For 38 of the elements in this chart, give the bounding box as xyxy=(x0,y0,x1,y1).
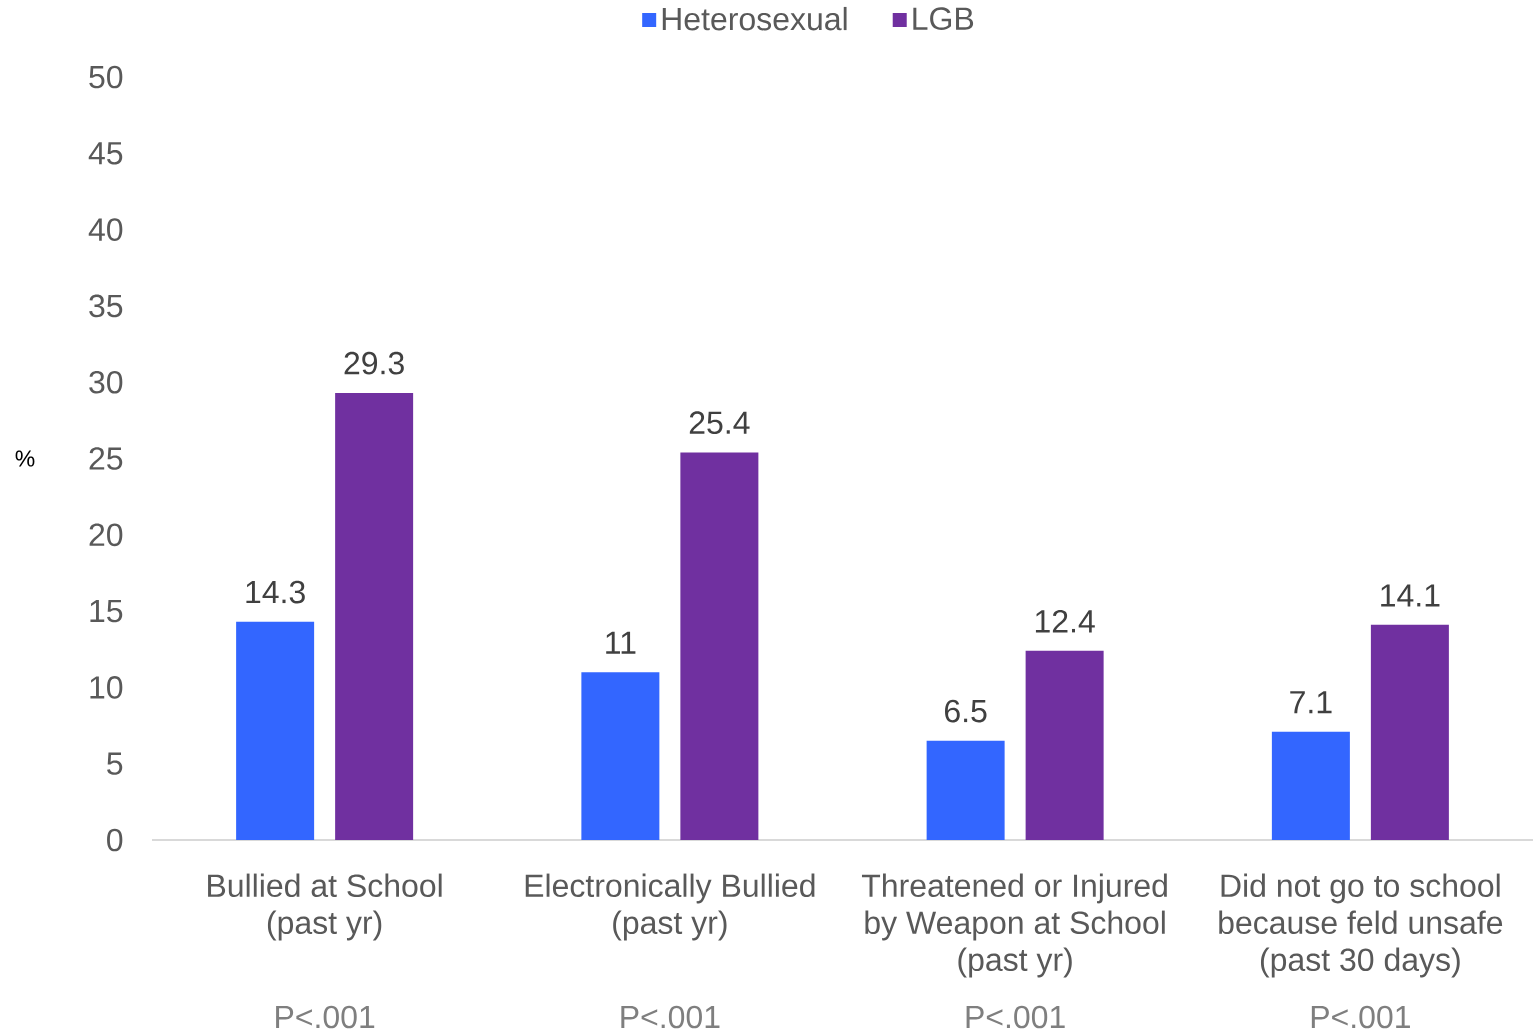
y-axis-title: % xyxy=(15,450,35,467)
x-tick-label: Bullied at School (past yr) xyxy=(208,873,442,941)
text: P<.001 xyxy=(621,1005,720,1029)
bar xyxy=(581,672,660,840)
y-tick-label: 20 xyxy=(89,523,123,547)
bar xyxy=(1025,650,1104,840)
bar xyxy=(236,621,315,840)
bar xyxy=(1271,731,1350,840)
data-label: 7.1 xyxy=(1290,691,1332,714)
text: P<.001 xyxy=(966,1005,1065,1029)
y-tick-label: 5 xyxy=(107,752,123,775)
data-label: 25.4 xyxy=(689,411,750,434)
x-tick-label: Did not go to school because feld unsafe (past 30 days) xyxy=(1219,873,1503,978)
y-tick-label: 15 xyxy=(90,599,123,623)
text: P<.001 xyxy=(1311,1005,1410,1029)
y-tick-label: 25 xyxy=(89,447,123,470)
y-tick-label: 40 xyxy=(88,218,123,241)
data-label: 14.1 xyxy=(1381,584,1440,607)
y-tick-label: 45 xyxy=(88,142,123,165)
data-label: 14.3 xyxy=(246,580,305,604)
y-tick-label: 30 xyxy=(89,370,123,394)
y-tick-label: 10 xyxy=(90,676,123,699)
bar xyxy=(1370,624,1449,840)
legend-label: LGB xyxy=(913,7,974,30)
y-tick-label: 0 xyxy=(107,828,123,852)
bar xyxy=(680,452,759,840)
legend-label: Heterosexual xyxy=(662,6,847,31)
data-label: 11 xyxy=(606,631,636,654)
data-label: 12.4 xyxy=(1035,610,1095,633)
x-tick-label: Threatened or Injured by Weapon at School (past yr) xyxy=(861,873,1167,978)
data-label: 29.3 xyxy=(344,351,404,375)
bar xyxy=(926,740,1005,840)
y-tick-label: 50 xyxy=(89,65,123,89)
y-tick-label: 35 xyxy=(89,294,123,318)
text: P<.001 xyxy=(276,1005,375,1029)
bar xyxy=(335,392,414,840)
data-label: 6.5 xyxy=(945,699,987,723)
x-tick-label: Electronically Bullied (past yr) xyxy=(525,873,815,941)
